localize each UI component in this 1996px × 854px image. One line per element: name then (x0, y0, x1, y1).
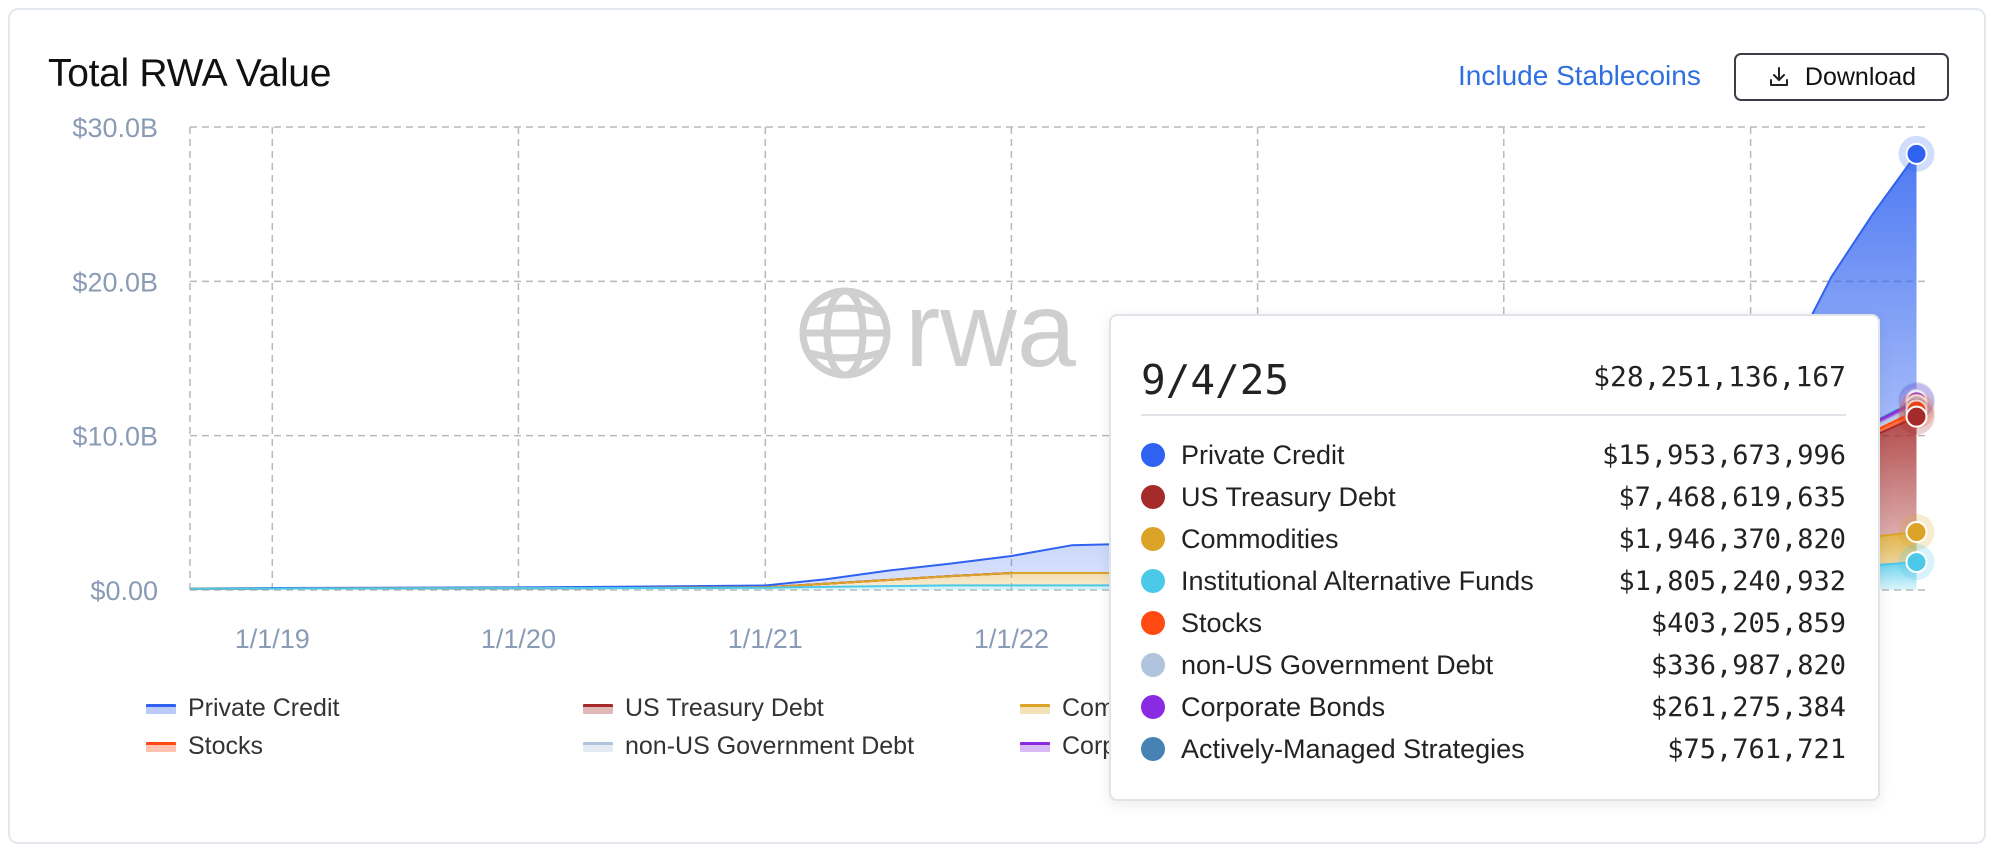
tooltip-row-value: $336,987,820 (1650, 649, 1846, 681)
legend-item[interactable]: Stocks (146, 732, 263, 761)
tooltip-dot (1141, 611, 1165, 635)
tooltip-row-name: Commodities (1181, 523, 1339, 554)
tooltip-row-name: Stocks (1181, 607, 1263, 638)
marker-commodities (1905, 520, 1928, 543)
x-tick-label: 1/1/20 (481, 624, 556, 654)
legend-swatch (146, 703, 176, 714)
tooltip-divider (1141, 414, 1846, 416)
legend-item[interactable]: US Treasury Debt (583, 694, 824, 723)
tooltip-dot (1141, 569, 1165, 593)
legend-item[interactable]: Corp (1020, 732, 1116, 761)
legend-item[interactable]: Private Credit (146, 694, 339, 723)
marker-us-treasury-debt (1905, 405, 1928, 428)
tooltip-row-value: $7,468,619,635 (1618, 481, 1846, 513)
y-tick-label: $30.0B (72, 113, 158, 143)
legend-item[interactable]: Com (1020, 694, 1115, 723)
marker-institutional-alternative-funds (1905, 551, 1928, 574)
tooltip-row-name: Actively-Managed Strategies (1181, 733, 1525, 764)
tooltip-dot (1141, 653, 1165, 677)
legend-label: non-US Government Debt (625, 732, 915, 760)
tooltip-row-name: non-US Government Debt (1181, 649, 1494, 680)
tooltip-total: $28,251,136,167 (1593, 360, 1846, 393)
tooltip-row-name: Institutional Alternative Funds (1181, 565, 1534, 596)
legend-swatch (146, 741, 176, 752)
tooltip-row-value: $403,205,859 (1650, 607, 1846, 639)
legend-label: Com (1062, 694, 1115, 722)
y-tick-label: $0.00 (90, 576, 158, 606)
tooltip-dot (1141, 443, 1165, 467)
globe-icon (799, 287, 891, 379)
tooltip-row: Commodities $1,946,370,820 (1141, 522, 1846, 556)
legend-swatch (1020, 703, 1050, 714)
x-tick-label: 1/1/19 (235, 624, 310, 654)
y-tick-label: $20.0B (72, 267, 158, 297)
tooltip-row-name: US Treasury Debt (1181, 481, 1396, 512)
legend-label: Corp (1062, 732, 1117, 760)
tooltip-row-value: $75,761,721 (1667, 733, 1846, 765)
chart-title: Total RWA Value (48, 52, 332, 95)
tooltip-row-name: Corporate Bonds (1181, 691, 1386, 722)
download-icon (1769, 67, 1788, 86)
tooltip-row: Private Credit $15,953,673,996 (1141, 438, 1846, 472)
tooltip-row-name: Private Credit (1181, 439, 1345, 470)
tooltip-date: 9/4/25 (1141, 356, 1290, 404)
include-stablecoins-link[interactable]: Include Stablecoins (1458, 60, 1701, 91)
tooltip-row: US Treasury Debt $7,468,619,635 (1141, 480, 1846, 514)
y-tick-label: $10.0B (72, 422, 158, 452)
tooltip-row: Institutional Alternative Funds $1,805,24… (1141, 564, 1846, 598)
x-tick-label: 1/1/22 (974, 624, 1049, 654)
tooltip-dot (1141, 695, 1165, 719)
tooltip-dot (1141, 737, 1165, 761)
x-tick-label: 1/1/21 (728, 624, 803, 654)
legend-label: Stocks (188, 732, 264, 760)
tooltip-row-value: $1,946,370,820 (1618, 523, 1846, 555)
tooltip-row-value: $15,953,673,996 (1602, 439, 1846, 471)
watermark: rwa (799, 271, 1076, 389)
marker-private-credit (1905, 142, 1928, 165)
tooltip-row: Stocks $403,205,859 (1141, 606, 1846, 640)
tooltip-row-value: $261,275,384 (1650, 691, 1846, 723)
tooltip: 9/4/25 $28,251,136,167 Private Credit $15… (1109, 314, 1880, 801)
legend-label: US Treasury Debt (625, 694, 824, 722)
legend-swatch (583, 741, 613, 752)
tooltip-dot (1141, 485, 1165, 509)
download-button[interactable]: Download (1734, 53, 1949, 101)
legend-label: Private Credit (188, 694, 340, 722)
tooltip-row-value: $1,805,240,932 (1618, 565, 1846, 597)
tooltip-row: non-US Government Debt $336,987,820 (1141, 648, 1846, 682)
tooltip-row: Actively-Managed Strategies $75,761,721 (1141, 732, 1846, 766)
watermark-text: rwa (905, 271, 1076, 389)
tooltip-row: Corporate Bonds $261,275,384 (1141, 690, 1846, 724)
legend-swatch (1020, 741, 1050, 752)
download-label: Download (1804, 62, 1917, 91)
tooltip-dot (1141, 527, 1165, 551)
legend-item[interactable]: non-US Government Debt (583, 732, 914, 761)
legend-swatch (583, 703, 613, 714)
